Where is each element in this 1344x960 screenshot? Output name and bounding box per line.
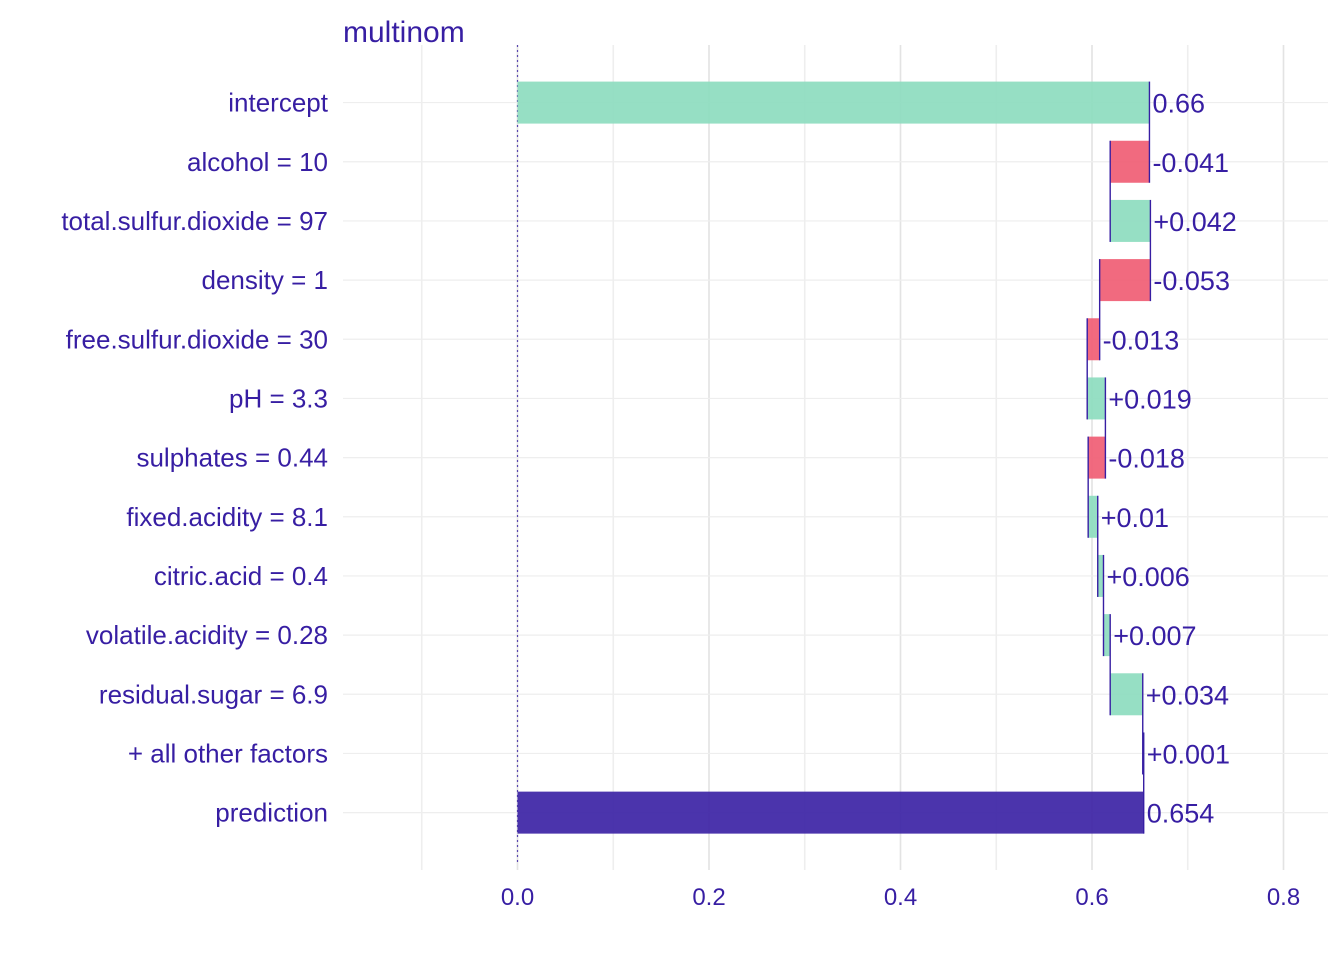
value-label: 0.654 (1147, 799, 1215, 829)
x-tick-label: 0.4 (884, 884, 917, 911)
value-labels: 0.66 -0.041 +0.042 -0.053 -0.013 +0.019 -0.018… (1101, 89, 1237, 829)
row-labels: intercept alcohol = 10 total.sulfur.dioxid… (61, 88, 328, 828)
row-label: density = 1 (202, 265, 328, 295)
value-label: 0.66 (1152, 89, 1205, 119)
x-tick-label: 0.0 (501, 884, 534, 911)
x-tick-label: 0.6 (1075, 884, 1108, 911)
gridlines (343, 45, 1328, 870)
row-label: residual.sugar = 6.9 (99, 679, 328, 709)
value-label: +0.006 (1106, 562, 1189, 592)
row-label: volatile.acidity = 0.28 (86, 620, 328, 650)
bar-positive (517, 81, 1150, 124)
value-label: +0.019 (1108, 384, 1191, 414)
value-label: -0.018 (1108, 444, 1185, 474)
bar-positive (1110, 199, 1151, 242)
bar-positive (1097, 554, 1104, 597)
value-label: -0.053 (1153, 266, 1230, 296)
bar-positive (1110, 673, 1143, 716)
bar-positive (1103, 614, 1111, 657)
row-label: alcohol = 10 (187, 147, 328, 177)
connector-lines (1086, 81, 1152, 834)
row-label: pH = 3.3 (229, 383, 328, 413)
row-label: citric.acid = 0.4 (154, 561, 328, 591)
x-tick-label: 0.8 (1267, 884, 1300, 911)
row-label: prediction (215, 798, 328, 828)
bars (517, 81, 1151, 834)
value-label: -0.041 (1152, 148, 1229, 178)
value-label: +0.007 (1113, 621, 1196, 651)
row-label: + all other factors (128, 738, 328, 768)
bar-negative (1110, 140, 1150, 183)
row-label: fixed.acidity = 8.1 (126, 502, 328, 532)
value-label: +0.042 (1153, 207, 1236, 237)
x-tick-label: 0.2 (692, 884, 725, 911)
bar-positive (1087, 377, 1106, 420)
bar-negative (1099, 259, 1151, 302)
x-axis-ticks: 0.0 0.2 0.4 0.6 0.8 (501, 884, 1300, 911)
value-label: +0.034 (1146, 680, 1229, 710)
value-label: +0.001 (1147, 739, 1230, 769)
value-label: -0.013 (1103, 325, 1180, 355)
row-label: total.sulfur.dioxide = 97 (61, 206, 328, 236)
value-label: +0.01 (1101, 503, 1169, 533)
bar-negative (1087, 318, 1100, 361)
chart-title: multinom (343, 16, 465, 49)
row-label: sulphates = 0.44 (136, 443, 328, 473)
bar-positive (1088, 495, 1098, 538)
row-label: intercept (228, 88, 328, 118)
bar-negative (1088, 436, 1106, 479)
bar-prediction (517, 791, 1144, 834)
row-label: free.sulfur.dioxide = 30 (66, 324, 328, 354)
